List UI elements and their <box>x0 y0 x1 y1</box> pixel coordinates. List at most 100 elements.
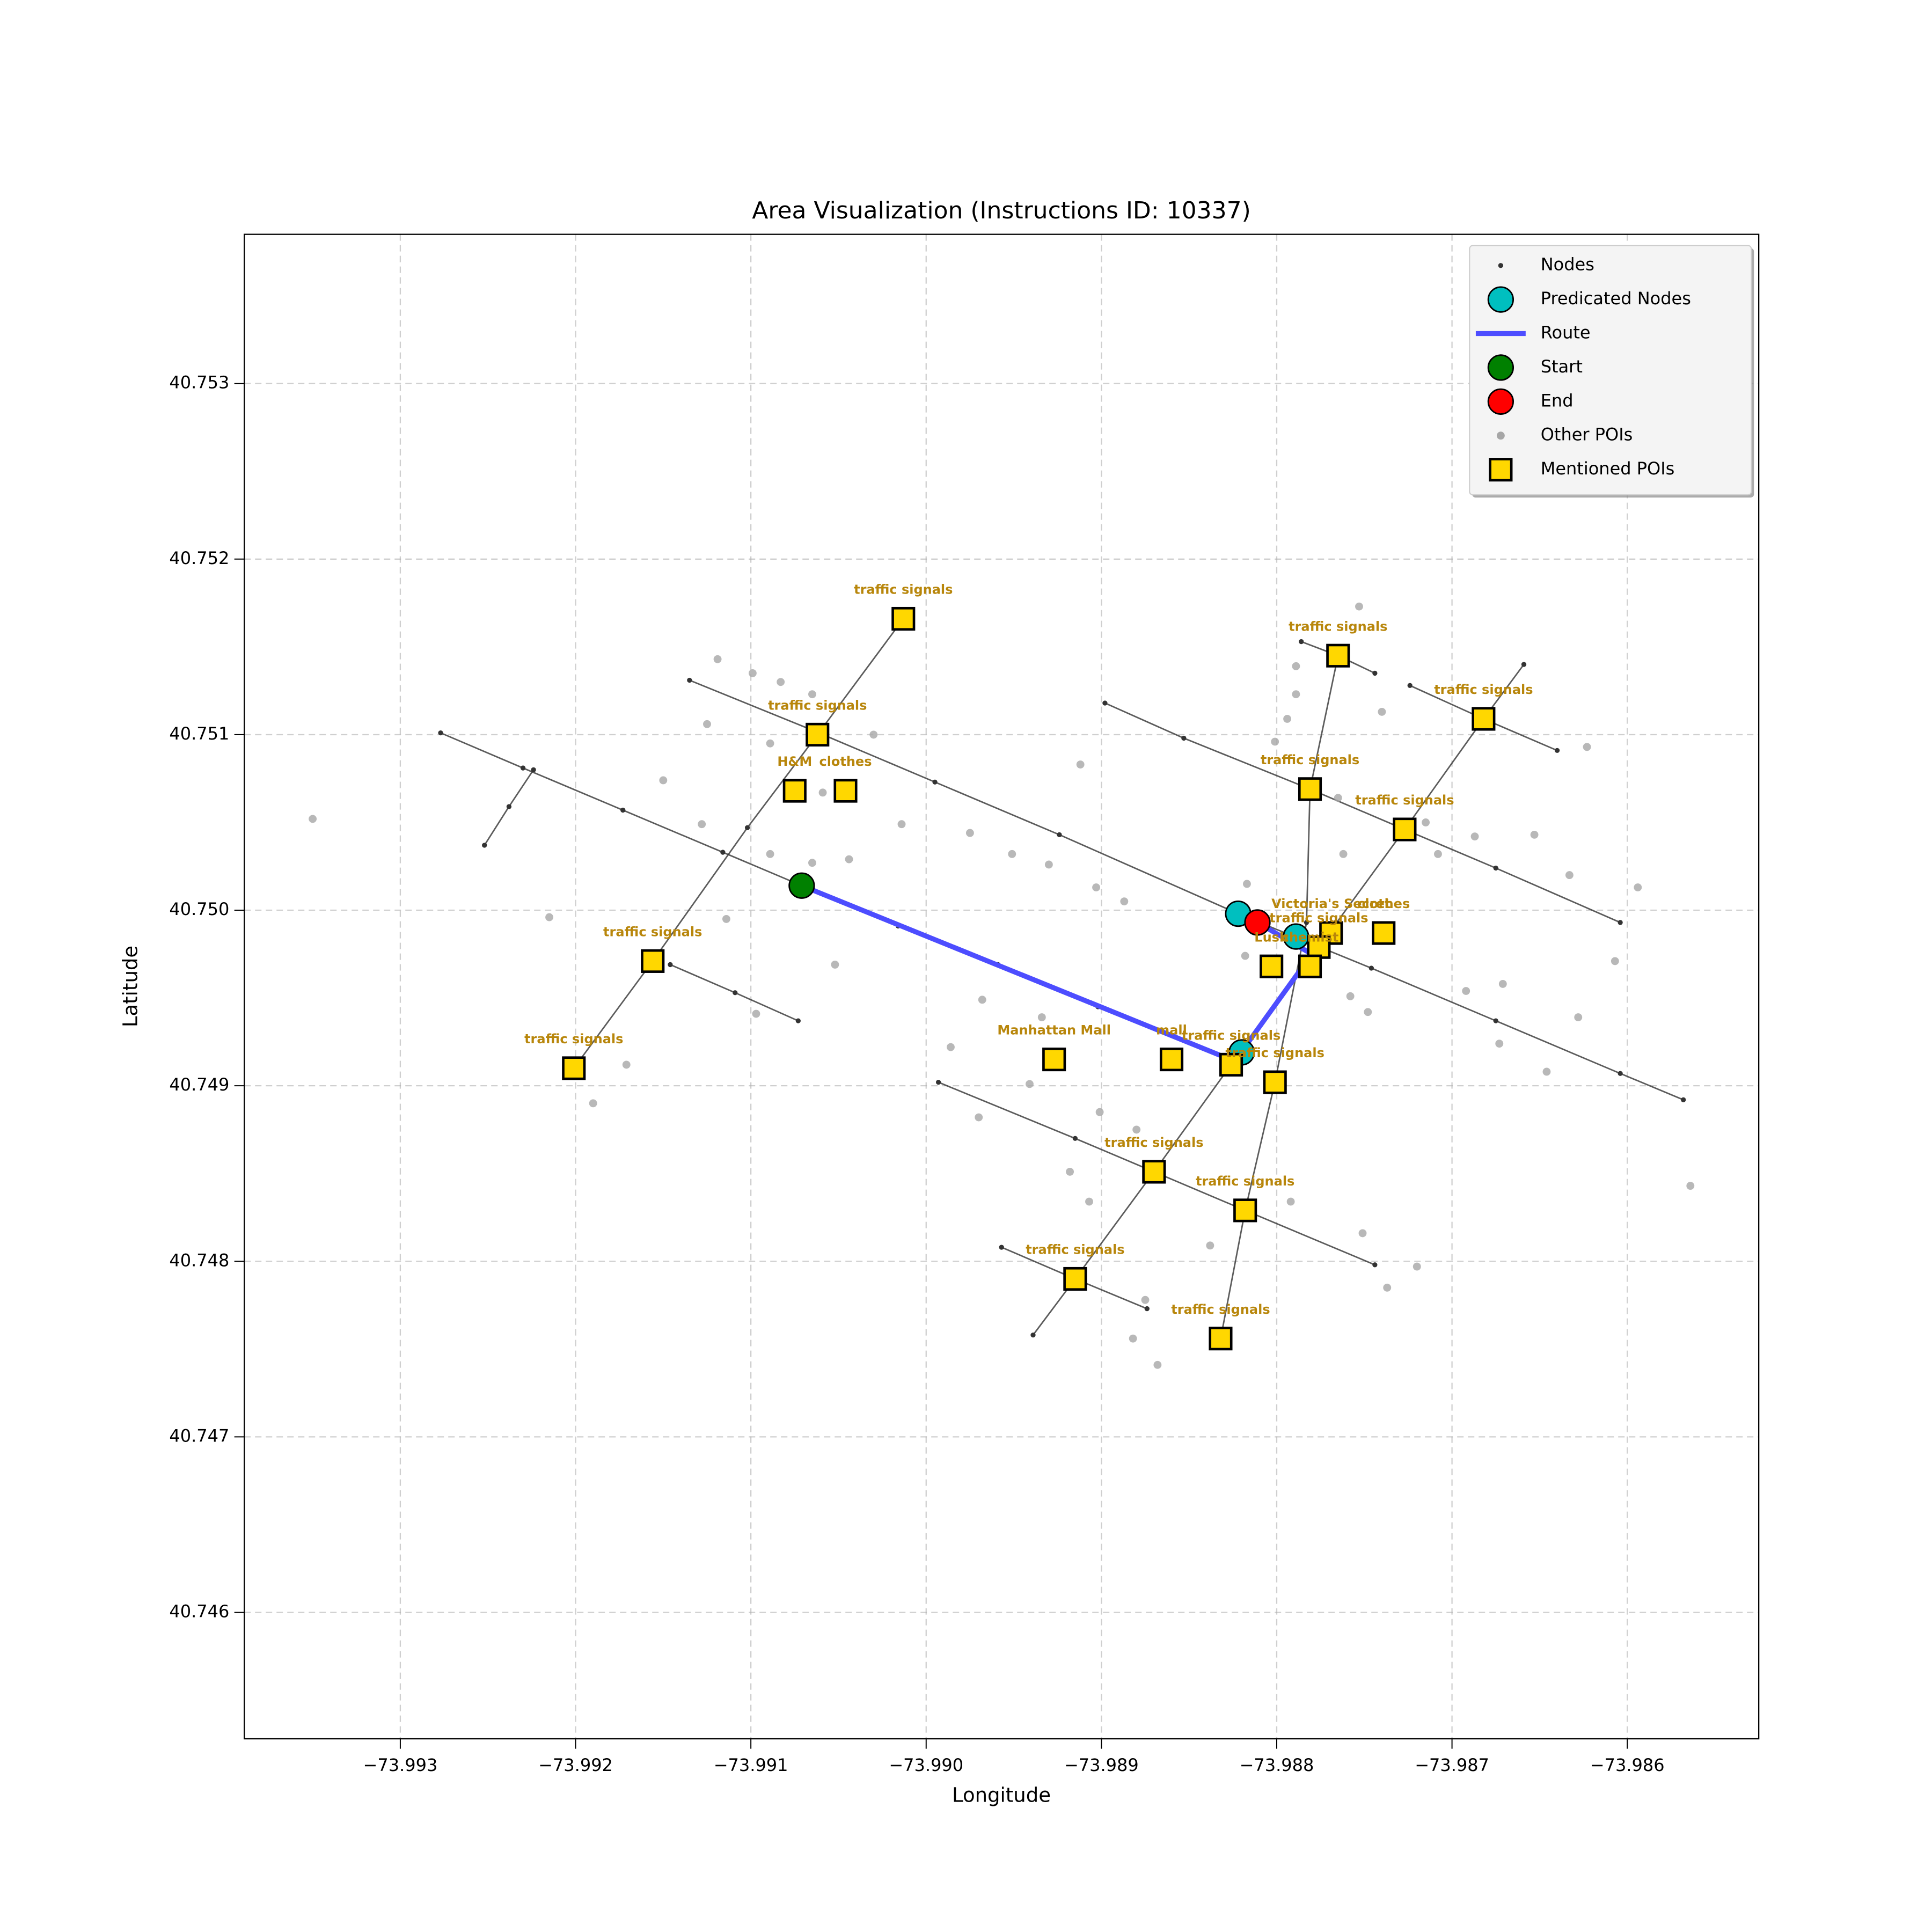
mentioned-poi <box>1263 1070 1287 1094</box>
mentioned-poi <box>1063 1267 1087 1291</box>
poi-label: mall <box>1156 1023 1187 1038</box>
node <box>1493 1018 1498 1023</box>
legend-label: Mentioned POIs <box>1541 458 1675 479</box>
legend-symbol <box>1487 354 1514 381</box>
node <box>720 850 726 855</box>
legend-label: Start <box>1541 356 1583 377</box>
other-poi <box>1339 850 1348 858</box>
x-tick-label: −73.986 <box>1590 1755 1665 1775</box>
legend-symbol <box>1489 458 1513 482</box>
road <box>1104 702 1621 924</box>
poi-label: traffic signals <box>524 1031 623 1046</box>
other-poi <box>1413 1262 1421 1271</box>
other-poi <box>947 1043 955 1051</box>
chart-title: Area Visualization (Instructions ID: 103… <box>752 197 1251 224</box>
other-poi <box>1037 1013 1046 1021</box>
poi-label: traffic signals <box>1355 793 1454 808</box>
mentioned-poi <box>562 1056 586 1080</box>
other-poi <box>1495 1040 1504 1048</box>
mentioned-poi <box>833 779 858 803</box>
other-poi <box>622 1060 631 1069</box>
node <box>668 962 673 968</box>
node <box>438 730 443 736</box>
node <box>620 807 626 813</box>
node <box>999 1245 1004 1250</box>
poi-label: traffic signals <box>1434 682 1533 697</box>
node <box>932 779 938 785</box>
legend-box <box>1469 245 1752 496</box>
node <box>744 825 750 830</box>
other-poi <box>1141 1296 1150 1304</box>
poi-label: Victoria's Secret <box>1271 896 1391 911</box>
node <box>531 767 536 772</box>
other-poi <box>1383 1283 1392 1292</box>
x-tick-label: −73.993 <box>363 1755 438 1775</box>
poi-label: Manhattan Mall <box>997 1023 1111 1038</box>
other-poi <box>1470 832 1479 841</box>
y-tick-label: 40.747 <box>169 1425 229 1446</box>
other-poi <box>1686 1182 1695 1190</box>
other-poi <box>831 961 839 969</box>
poi-label: clothes <box>1357 896 1410 911</box>
y-tick-label: 40.753 <box>169 372 229 393</box>
poi-label: traffic signals <box>768 698 867 713</box>
node <box>733 990 738 996</box>
other-poi <box>1132 1125 1141 1134</box>
node <box>482 843 487 848</box>
x-tick-label: −73.990 <box>889 1755 963 1775</box>
node <box>1057 832 1062 838</box>
node <box>1181 735 1187 741</box>
mentioned-poi <box>1372 921 1396 945</box>
node <box>1372 1262 1378 1268</box>
poi-label: clothes <box>819 754 872 769</box>
node <box>1072 1136 1078 1141</box>
x-tick-label: −73.989 <box>1064 1755 1139 1775</box>
other-poi <box>777 678 785 686</box>
other-poi <box>1434 850 1442 858</box>
other-poi <box>808 859 816 867</box>
poi-label: traffic signals <box>1171 1302 1270 1317</box>
point <box>788 872 815 899</box>
other-poi <box>1378 707 1386 716</box>
other-poi <box>1076 760 1085 769</box>
other-poi <box>309 815 317 823</box>
other-poi <box>1498 979 1507 988</box>
node <box>687 677 692 683</box>
other-poi <box>1355 602 1363 611</box>
node <box>1554 748 1560 753</box>
x-tick-label: −73.992 <box>538 1755 613 1775</box>
y-tick-label: 40.750 <box>169 899 229 919</box>
legend-symbol <box>1487 388 1514 415</box>
poi-label: traffic signals <box>1182 1028 1280 1043</box>
node <box>1299 639 1304 645</box>
mentioned-poi <box>1298 954 1322 978</box>
legend-label: End <box>1541 390 1574 411</box>
other-poi <box>1565 871 1574 880</box>
other-poi <box>1292 690 1300 699</box>
other-poi <box>1066 1167 1074 1176</box>
other-poi <box>752 1009 760 1018</box>
plot-area: traffic signals traffic signals H&M clothes… <box>309 582 1695 1369</box>
mentioned-poi <box>1142 1160 1166 1184</box>
node <box>795 1018 801 1023</box>
other-poi <box>1044 860 1053 869</box>
node <box>1304 920 1309 925</box>
other-poi <box>818 788 827 797</box>
point <box>1244 909 1271 936</box>
mentioned-poi <box>1393 817 1417 841</box>
legend-label: Route <box>1541 323 1591 343</box>
other-poi <box>845 855 853 863</box>
legend-label: Predicated Nodes <box>1541 288 1691 309</box>
poi-label: traffic signals <box>1196 1174 1294 1189</box>
other-poi <box>1206 1241 1214 1250</box>
other-poi <box>1286 1197 1295 1206</box>
other-poi <box>1283 715 1292 723</box>
other-poi <box>1241 952 1249 960</box>
node <box>935 1079 941 1085</box>
poi-label: traffic signals <box>1226 1045 1324 1060</box>
mentioned-poi <box>1159 1048 1184 1072</box>
mentioned-poi <box>1209 1327 1233 1351</box>
mentioned-poi <box>1233 1198 1257 1223</box>
node <box>1618 1071 1623 1076</box>
other-poi <box>722 914 730 923</box>
